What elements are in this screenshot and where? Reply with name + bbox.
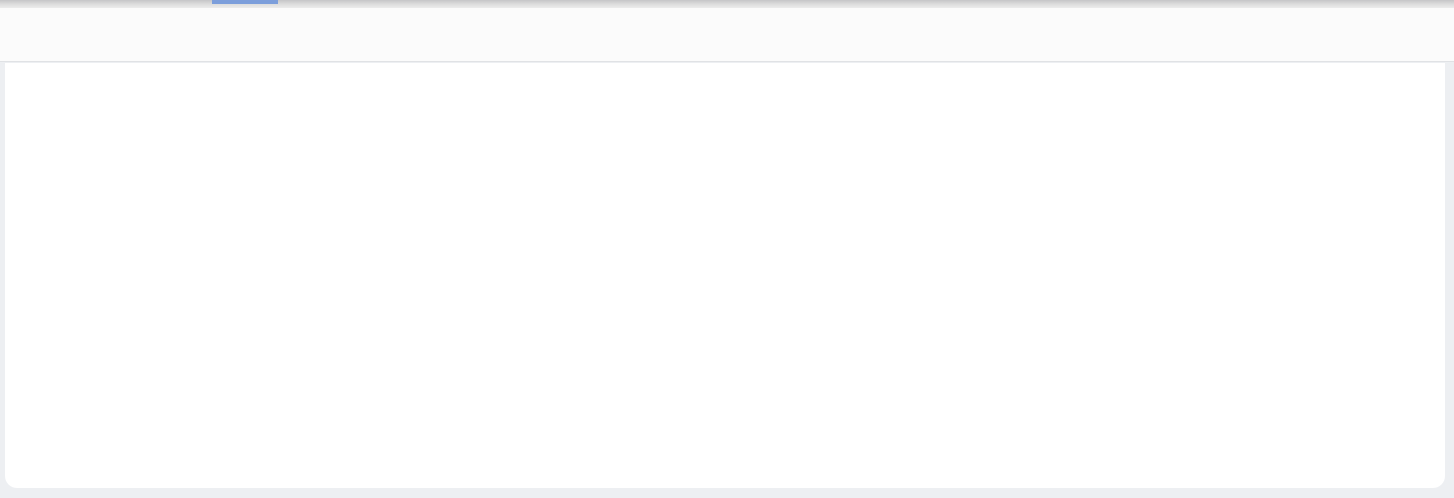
- series-color-dot-icon: [214, 29, 225, 40]
- chart-legend-bar: [0, 8, 1454, 62]
- trend-chart-canvas[interactable]: [5, 63, 1445, 488]
- page-top-strip: [0, 0, 1454, 8]
- series-color-dot-icon: [112, 29, 123, 40]
- legend-item-lucilla-wuwa[interactable]: [110, 25, 137, 44]
- legend-item-luuk-herssen-wuwa[interactable]: [212, 25, 239, 44]
- legend-item-sigrika-wuwa[interactable]: [161, 25, 188, 44]
- legend-items: [8, 25, 239, 44]
- tab-indicator-fragment: [212, 0, 278, 4]
- series-color-dot-icon: [10, 29, 21, 40]
- interest-over-time-card: [5, 63, 1445, 488]
- series-color-dot-icon: [163, 29, 174, 40]
- legend-item-mornye-wuwa[interactable]: [59, 25, 86, 44]
- series-color-dot-icon: [61, 29, 72, 40]
- legend-item-lynae-wuwa[interactable]: [8, 25, 35, 44]
